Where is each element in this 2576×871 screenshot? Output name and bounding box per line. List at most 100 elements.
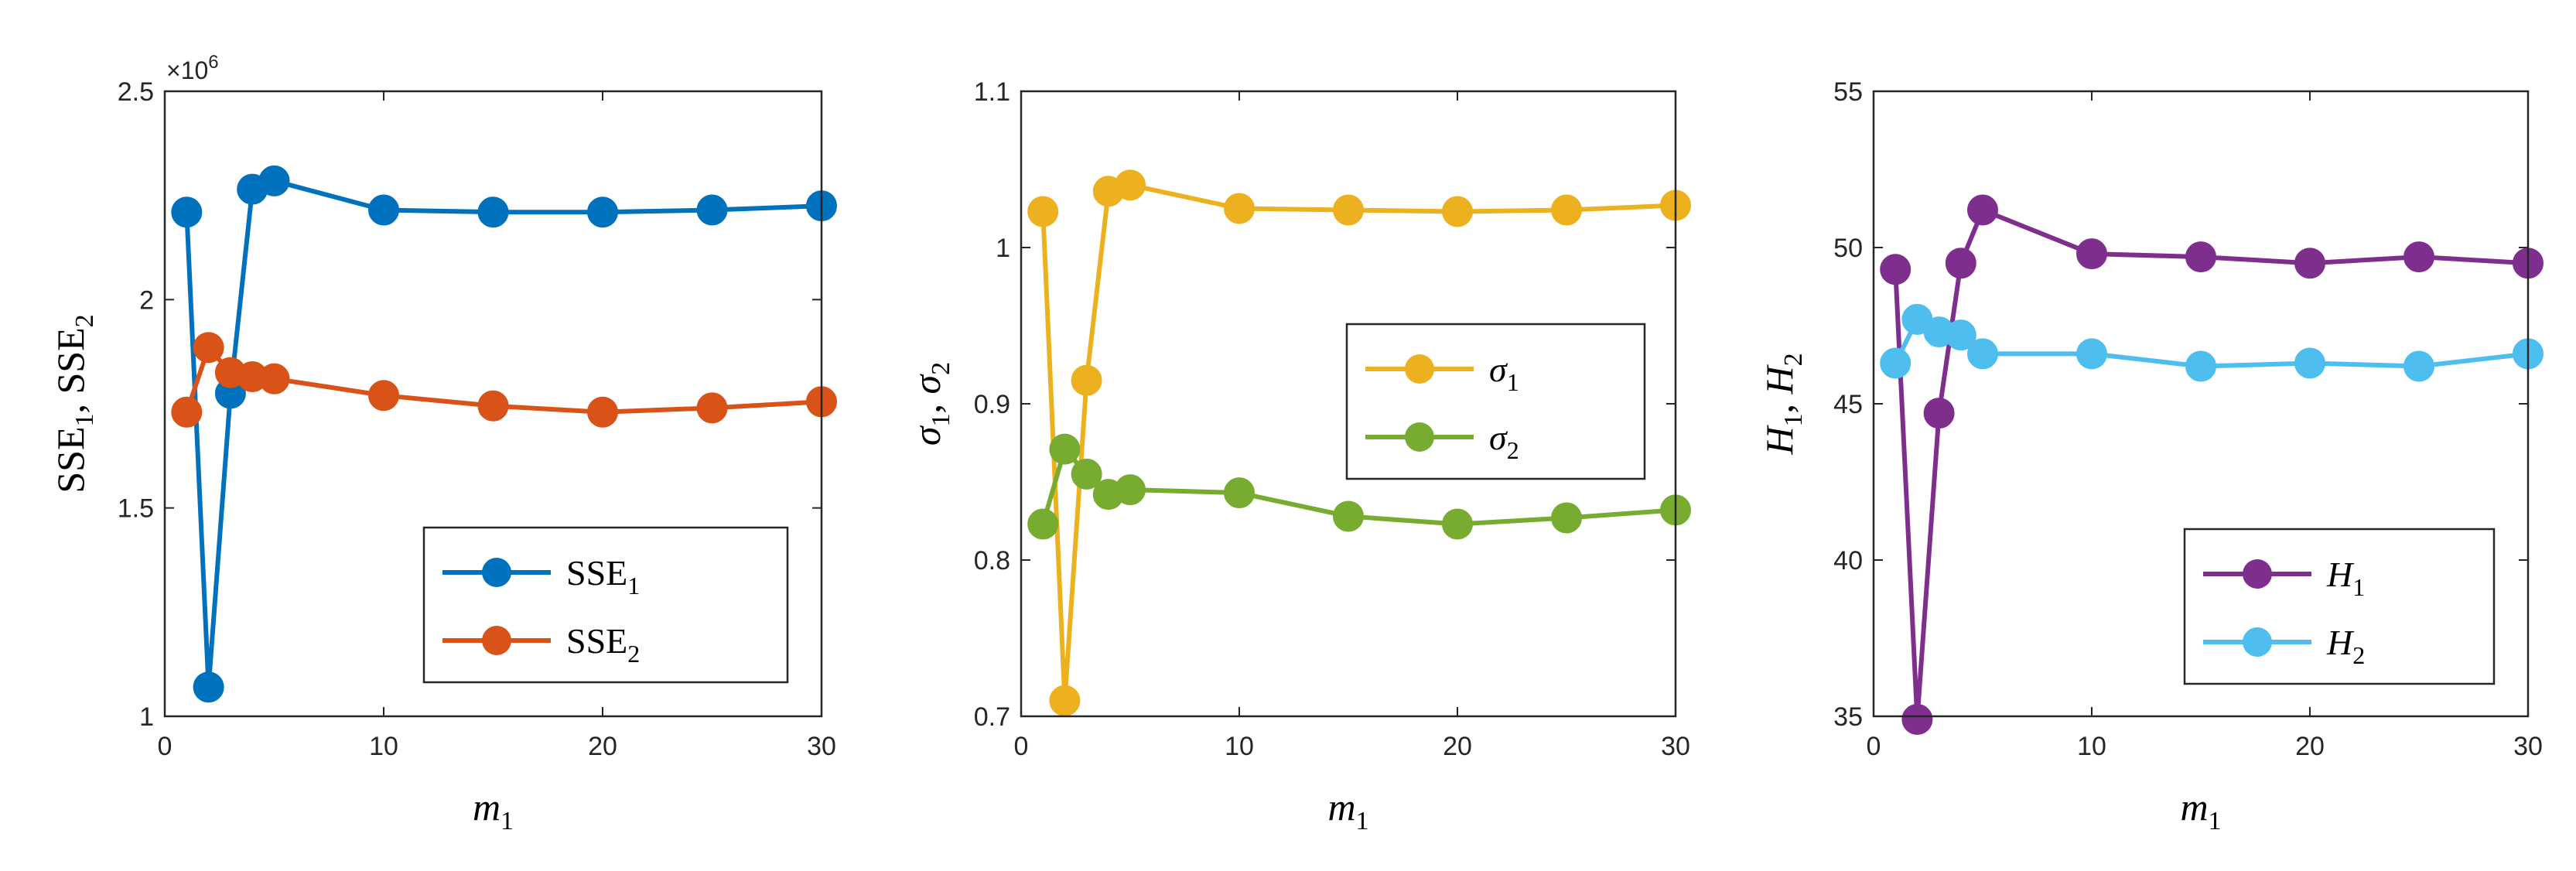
data-point (1901, 704, 1933, 736)
data-point (2185, 241, 2216, 273)
y-tick-label: 50 (1833, 234, 1863, 263)
series-line (1040, 183, 1676, 703)
x-tick-label: 30 (2513, 732, 2543, 761)
y-tick-label: 1.1 (974, 77, 1010, 107)
data-point (2294, 248, 2325, 279)
series-line (184, 178, 822, 690)
y-tick-label: 1 (139, 702, 154, 732)
y-multiplier-label: ×106 (166, 52, 219, 84)
legend-marker (482, 626, 511, 655)
series-2 (171, 332, 837, 428)
x-tick-label: 30 (807, 732, 836, 761)
legend-entry: H1 (2326, 555, 2365, 601)
data-point (1224, 477, 1255, 509)
data-point (1945, 248, 1976, 279)
axes-box (1020, 90, 1677, 718)
data-point (1115, 169, 1146, 201)
data-point (1551, 502, 1582, 534)
legend-entry: σ1 (1489, 350, 1519, 396)
data-point (696, 194, 728, 226)
data-point (171, 396, 203, 428)
legend-box (422, 526, 789, 684)
legend-box (2183, 528, 2496, 685)
y-axis-label: SSE1, SSE2 (49, 314, 99, 493)
data-point (1442, 196, 1473, 227)
y-tick-label: 0.7 (974, 702, 1010, 732)
legend-marker (482, 558, 511, 587)
series-1 (1027, 169, 1691, 716)
data-point (2294, 347, 2325, 379)
axes-box (1872, 90, 2530, 718)
series-2 (1027, 433, 1691, 540)
y-tick-label: 0.8 (974, 546, 1010, 576)
data-point (477, 196, 509, 228)
legend-marker (1405, 354, 1434, 384)
axes-box (163, 90, 823, 718)
data-point (1880, 254, 1912, 285)
data-point (1333, 500, 1364, 532)
data-point (1333, 194, 1364, 226)
data-point (258, 363, 290, 395)
x-axis-label: m1 (2180, 785, 2221, 835)
data-point (1027, 508, 1059, 540)
y-tick-label: 45 (1833, 390, 1863, 419)
x-tick-label: 0 (158, 732, 173, 761)
data-point (1551, 194, 1582, 226)
data-point (1071, 364, 1102, 396)
data-point (1880, 347, 1912, 379)
data-point (258, 165, 290, 196)
y-tick-label: 2 (139, 285, 154, 315)
series-line (184, 345, 822, 415)
x-tick-label: 10 (2077, 732, 2106, 761)
y-axis-label: σ1, σ2 (905, 362, 955, 446)
x-axis-label: m1 (1327, 785, 1368, 835)
data-point (1967, 338, 1998, 370)
y-tick-label: 35 (1833, 702, 1863, 732)
legend-box (1345, 323, 1646, 480)
series-line (1040, 446, 1676, 527)
x-tick-label: 0 (1014, 732, 1029, 761)
x-tick-label: 20 (1443, 732, 1472, 761)
legend-marker (2243, 627, 2272, 657)
data-point (587, 396, 618, 428)
data-point (2403, 350, 2434, 382)
x-tick-label: 0 (1867, 732, 1881, 761)
data-point (1049, 433, 1081, 465)
series-1 (1880, 194, 2544, 736)
data-point (1027, 196, 1059, 227)
legend-entry: SSE2 (566, 621, 640, 668)
data-point (1071, 458, 1102, 490)
subplot-1: 0 10 20 30 1 1.5 2 2.5 ×106 m1 SSE1, SSE2 SSE1 SSE2 (49, 52, 837, 835)
legend-entry: H2 (2326, 623, 2365, 669)
y-axis-label: H1, H2 (1758, 353, 1808, 455)
data-point (1923, 398, 1955, 429)
series-1 (171, 165, 837, 703)
data-point (2185, 350, 2216, 382)
legend-marker (1405, 422, 1434, 452)
y-tick-label: 2.5 (118, 77, 154, 107)
legend-marker (2243, 559, 2272, 589)
data-point (368, 380, 399, 412)
data-point (477, 390, 509, 422)
data-point (171, 196, 203, 228)
data-point (1049, 685, 1081, 716)
y-tick-label: 55 (1833, 77, 1863, 107)
data-point (2403, 241, 2434, 273)
data-point (1967, 194, 1998, 226)
data-point (1115, 474, 1146, 506)
legend-entry: σ2 (1489, 418, 1519, 464)
x-tick-label: 10 (369, 732, 398, 761)
x-tick-label: 20 (588, 732, 617, 761)
x-tick-label: 20 (2295, 732, 2325, 761)
data-point (1442, 508, 1473, 540)
data-point (193, 332, 224, 364)
series-line (1893, 207, 2529, 722)
data-point (1945, 319, 1976, 351)
y-tick-label: 40 (1833, 546, 1863, 576)
legend: SSE1 SSE2 (422, 526, 789, 684)
data-point (587, 196, 618, 228)
